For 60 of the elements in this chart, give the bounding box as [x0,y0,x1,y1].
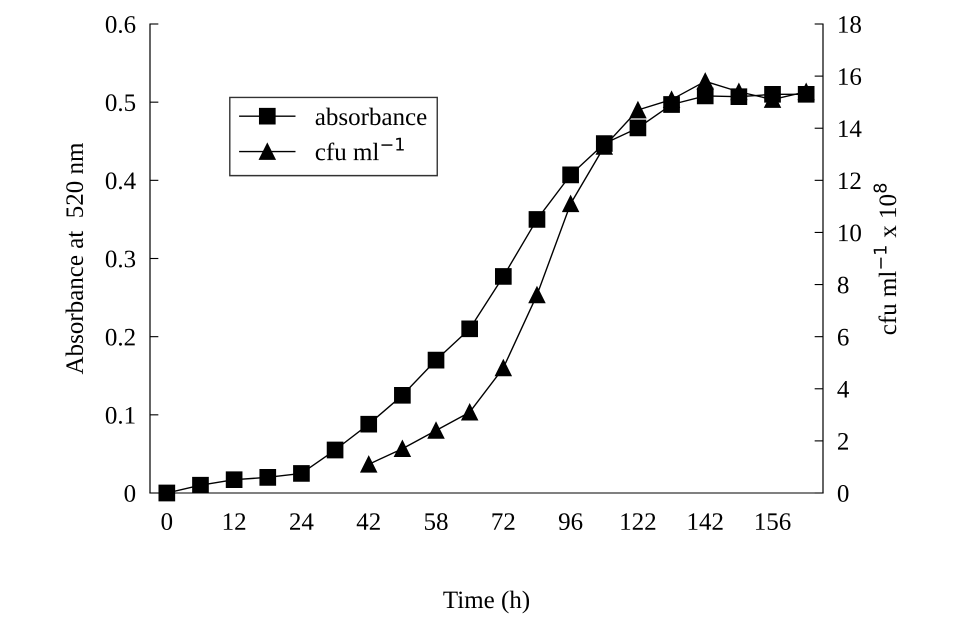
point [326,442,344,458]
y2-tick-label: 14 [839,120,862,137]
point [798,86,815,103]
x-tick-label: 96 [558,513,582,530]
x-tick-label: 58 [424,513,448,530]
y2-tick-label: 12 [839,172,861,190]
x-tick-label: 72 [492,513,514,530]
point [562,166,579,184]
point [630,102,646,118]
point [192,476,209,494]
y-tick-label: 0.2 [106,328,135,346]
point [630,120,646,136]
y2-tick-label: 0 [838,485,848,502]
y2-tick-label: 8 [838,276,848,294]
y2-tick-label: 10 [839,224,861,242]
x-tick-label: 156 [756,513,791,530]
point [226,471,242,488]
y-axis-title: Absorbance at 520 nm [66,142,84,374]
point [696,88,714,104]
y2-tick-label: 2 [838,433,848,450]
y-tick-label: 0.6 [106,16,136,34]
point [562,195,579,212]
y-tick-label: 0.5 [106,94,136,112]
point [293,465,310,482]
x-tick-label: 142 [688,513,723,530]
x-tick-label: 24 [290,513,314,530]
y-tick-label: 0.1 [106,406,135,424]
point [596,135,613,152]
point [259,469,276,486]
point [428,352,444,368]
y2-tick-label: 4 [837,380,849,398]
point [461,320,478,338]
point [360,416,378,433]
point [663,96,680,113]
point [394,386,411,404]
x-tick-label: 122 [621,513,656,530]
y2-axis-title: cfu ml$^{−1}$ x 10$^{8}$ [873,184,896,334]
y-tick-label: 0 [124,485,136,502]
legend-label: cfu ml$^{−1}$ [316,138,404,160]
y2-tick-label: 16 [839,68,862,86]
x-tick-label: 42 [356,513,380,530]
y2-tick-label: 18 [839,16,861,33]
y-tick-label: 0.3 [106,250,136,268]
y-tick-label: 0.4 [106,172,136,190]
point [528,211,546,228]
point [528,286,546,304]
point [494,268,512,285]
point [394,440,411,458]
point [764,86,781,103]
point [494,360,512,376]
point [428,422,444,439]
point [158,484,176,502]
x-tick-label: 12 [224,513,246,530]
legend-label: absorbance [316,108,426,126]
point [461,404,478,421]
x-axis-title: Time (h) [443,590,530,614]
point [360,456,378,473]
point [730,88,748,106]
x-tick-label: 0 [162,513,172,530]
y2-tick-label: 6 [838,328,849,346]
